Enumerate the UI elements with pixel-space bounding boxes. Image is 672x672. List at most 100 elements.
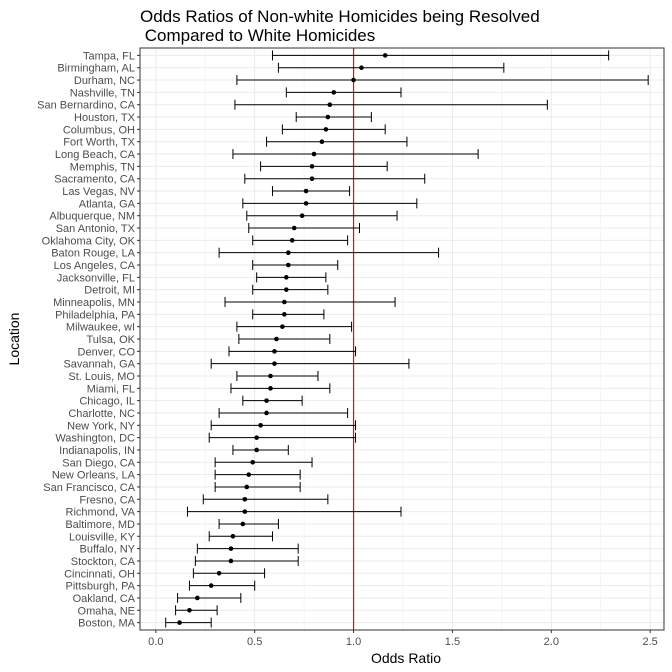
error-bar [246, 210, 398, 221]
estimate-point [284, 275, 289, 280]
estimate-point [359, 65, 364, 71]
y-tick-label: Stockton, CA [71, 556, 136, 568]
y-tick-label: San Bernardino, CA [37, 100, 135, 112]
y-tick-label: Buffalo, NY [80, 544, 136, 556]
estimate-point [382, 53, 388, 58]
y-tick-label: Fresno, CA [79, 494, 135, 506]
y-tick-label: Miami, FL [87, 383, 135, 395]
estimate-point [272, 349, 277, 354]
y-tick-label: Philadelphia, PA [55, 309, 136, 321]
estimate-point [242, 509, 248, 514]
y-tick-label: Detroit, MI [84, 285, 135, 297]
estimate-point [242, 496, 248, 502]
x-tick-label: 0.0 [148, 636, 163, 648]
estimate-point [250, 460, 256, 465]
error-bar [210, 358, 410, 369]
y-tick-label: Memphis, TN [70, 161, 135, 173]
error-bar [214, 469, 301, 480]
y-tick-label: Sacramento, CA [54, 174, 135, 186]
y-tick-label: New Orleans, LA [52, 470, 136, 482]
y-tick-label: Boston, MA [78, 618, 136, 630]
estimate-point [286, 262, 291, 268]
error-bar [192, 568, 266, 579]
error-bar [210, 420, 357, 431]
estimate-point [187, 607, 192, 613]
y-tick-label: Chicago, IL [79, 396, 135, 408]
estimate-point [282, 312, 287, 317]
error-bar [202, 494, 329, 505]
error-bar [244, 173, 426, 184]
estimate-point [268, 373, 273, 379]
y-tick-label: New York, NY [67, 420, 136, 432]
estimate-point [254, 447, 259, 453]
error-bar [175, 605, 218, 616]
y-tick-label: Oklahoma City, OK [42, 235, 136, 247]
estimate-point [286, 250, 291, 255]
error-bar [236, 75, 649, 86]
x-tick-label: 2.5 [643, 636, 658, 648]
error-bar [218, 407, 349, 418]
error-bar [208, 432, 357, 443]
y-tick-label: Long Beach, CA [55, 149, 136, 161]
y-tick-label: Baltimore, MD [65, 519, 135, 531]
y-tick-label: Richmond, VA [66, 507, 136, 519]
estimate-point [264, 398, 269, 403]
y-tick-label: Atlanta, GA [79, 198, 136, 210]
x-axis-title: Odds Ratio [371, 650, 441, 666]
x-tick-label: 0.5 [247, 636, 262, 648]
y-tick-label: Charlotte, NC [68, 408, 135, 420]
error-bar [214, 481, 301, 492]
error-bar [295, 112, 372, 123]
y-tick-label: Durham, NC [74, 75, 135, 87]
error-bar [252, 284, 329, 295]
estimate-point [240, 521, 246, 527]
estimate-point [264, 410, 269, 416]
y-tick-label: San Diego, CA [62, 457, 135, 469]
error-bar [248, 223, 360, 234]
chart-title-line-2: Compared to White Homicides [140, 26, 375, 45]
error-bar [236, 370, 319, 381]
error-bar [208, 531, 273, 542]
estimate-point [303, 188, 309, 194]
error-bar [252, 260, 339, 271]
estimate-point [254, 435, 259, 440]
error-bar [230, 383, 331, 394]
estimate-point [272, 361, 277, 366]
estimate-point [228, 558, 234, 564]
estimate-point [282, 299, 287, 305]
error-bar [281, 124, 386, 135]
error-bar [266, 136, 408, 147]
chart-title-line-1: Odds Ratios of Non-white Homicides being… [140, 7, 540, 26]
estimate-point [177, 620, 182, 625]
error-bar [271, 186, 351, 197]
y-tick-label: Las Vegas, NV [62, 186, 135, 198]
error-bar [224, 297, 396, 308]
y-tick-label: Baton Rouge, LA [51, 248, 135, 260]
error-bar [238, 334, 331, 344]
estimate-point [325, 114, 331, 120]
estimate-point [309, 176, 315, 182]
error-bar [177, 592, 242, 603]
y-tick-label: Albuquerque, NM [49, 211, 135, 223]
y-tick-label: San Antonio, TX [56, 223, 136, 235]
error-bar [232, 444, 289, 455]
x-tick-label: 2.0 [544, 636, 559, 648]
estimate-point [351, 77, 356, 83]
y-tick-label: St. Louis, MO [68, 371, 135, 383]
estimate-point [311, 151, 317, 157]
y-tick-label: Birmingham, AL [57, 63, 135, 75]
error-bar [252, 309, 325, 320]
estimate-point [291, 225, 297, 231]
error-bar [271, 50, 610, 61]
error-bar [242, 395, 303, 406]
y-tick-label: Tampa, FL [83, 50, 135, 62]
y-tick-label: Louisville, KY [69, 531, 136, 543]
estimate-point [309, 164, 315, 169]
x-tick-label: 1.0 [346, 636, 361, 648]
error-bar [285, 87, 402, 98]
y-tick-label: Nashville, TN [70, 87, 135, 99]
estimate-point [244, 484, 250, 490]
y-tick-label: Minneapolis, MN [53, 297, 135, 309]
x-tick-label: 1.5 [445, 636, 460, 648]
error-bar [228, 346, 357, 357]
